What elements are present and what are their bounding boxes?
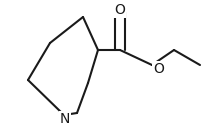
Text: O: O [114,3,125,17]
Text: N: N [60,112,70,126]
Text: O: O [153,62,164,76]
